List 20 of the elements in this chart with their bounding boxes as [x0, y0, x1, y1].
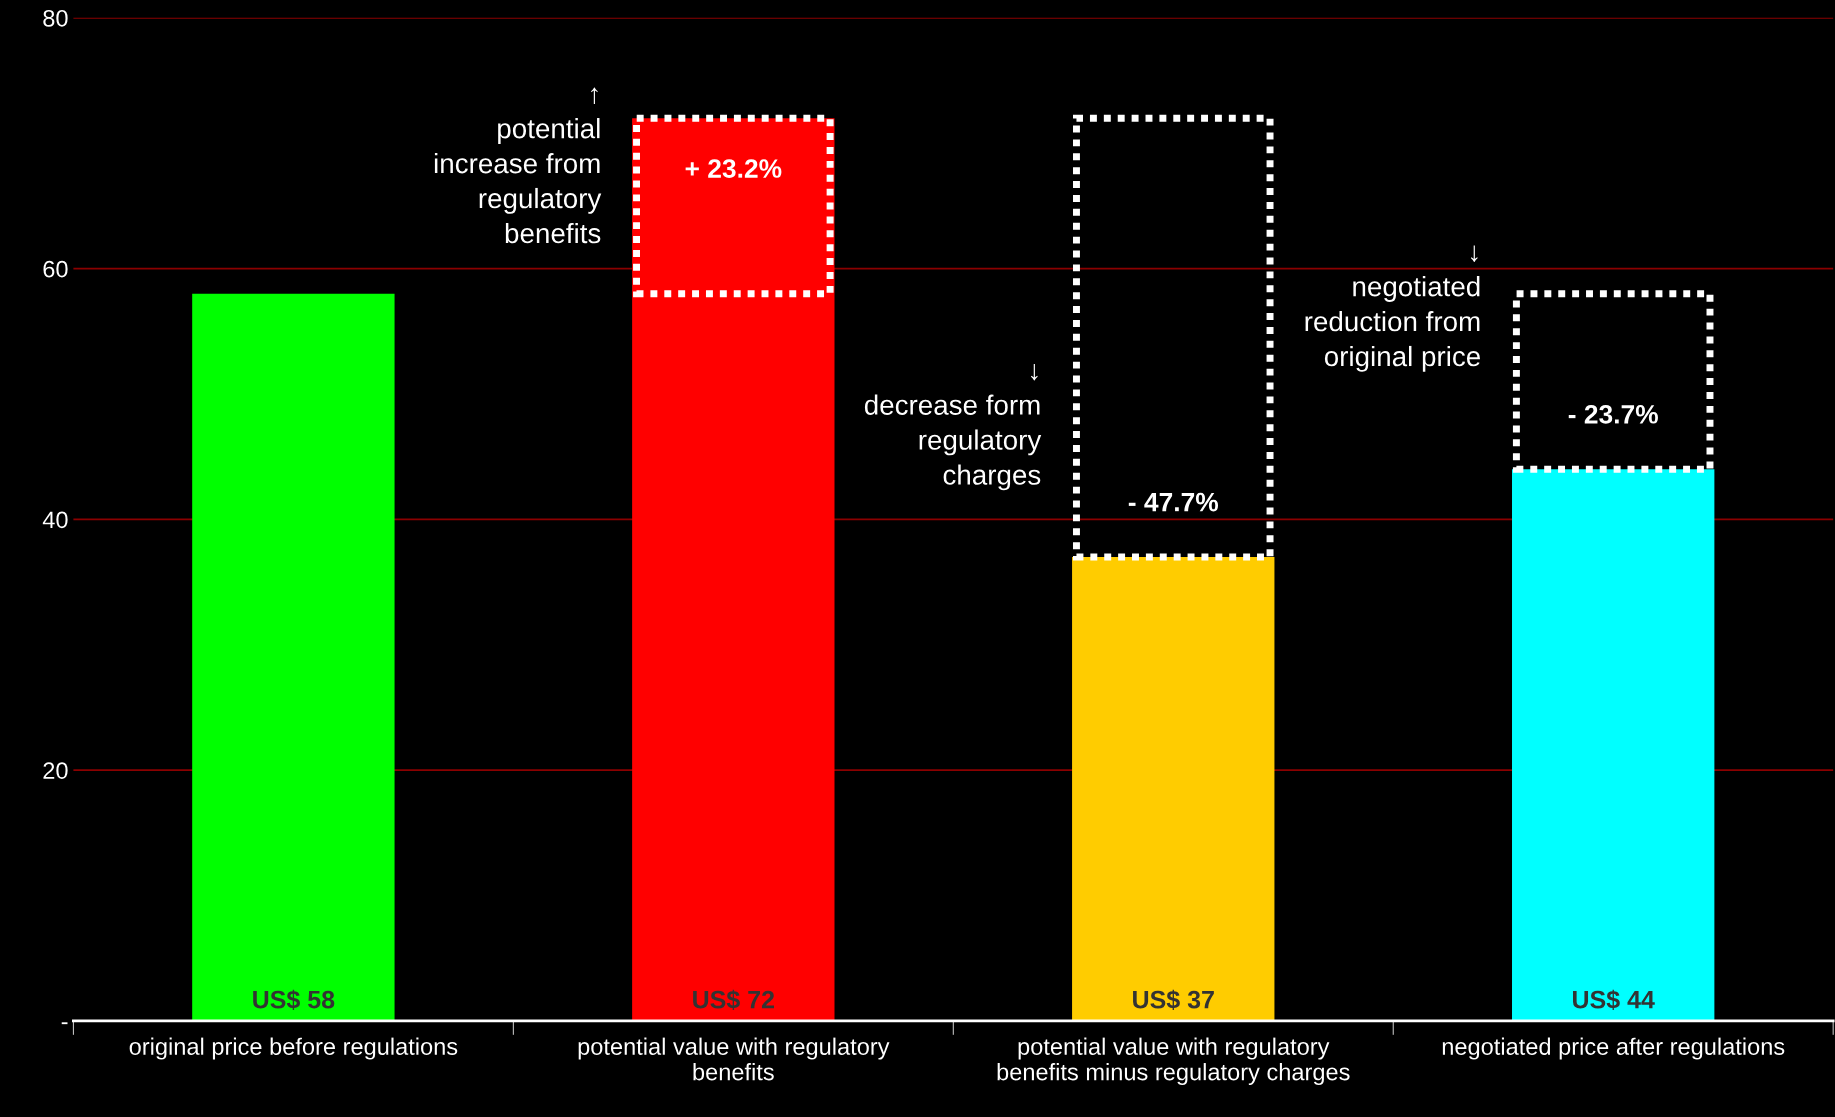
x-tick-label: potential value with regulatory benefits: [578, 1037, 890, 1081]
x-tick-label: negotiated price after regulations: [1442, 1037, 1785, 1060]
y-tick-label: 20: [43, 762, 68, 779]
annotation: + 23.2%: [685, 159, 782, 178]
x-tick-label: potential value with regulatory benefits minus regulatory charges: [997, 1037, 1350, 1086]
annotation: - 47.7%: [1128, 492, 1219, 512]
data-label: US$ 72: [693, 989, 775, 1011]
data-label: US$ 58: [253, 989, 335, 1011]
annotation: ↑ potential increase from regulatory benefits: [434, 87, 602, 244]
data-label: US$ 44: [1573, 989, 1655, 1011]
y-tick-label: 40: [42, 511, 68, 529]
annotation: ↓ negotiated reduction from original price: [1305, 245, 1480, 372]
x-tick-label: original price before regulations: [129, 1037, 458, 1060]
y-tick-label: 60: [43, 260, 68, 278]
y-tick-label: 80: [43, 9, 68, 27]
annotation: ↓ decrease form regulatory charges: [864, 364, 1042, 491]
annotation: - 23.7%: [1568, 404, 1658, 424]
bar: [192, 293, 395, 1021]
y-tick-label: -: [61, 1022, 68, 1025]
data-label: US$ 37: [1133, 989, 1214, 1011]
